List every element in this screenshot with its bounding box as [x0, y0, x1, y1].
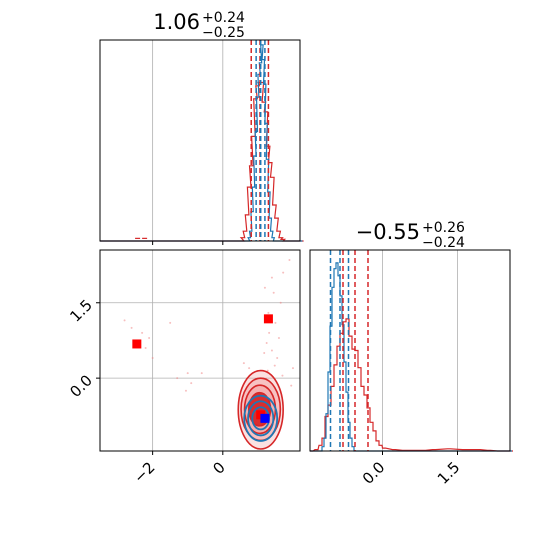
param1-title: 1.06 [153, 10, 200, 34]
joint-sample-point [277, 336, 280, 339]
joint-y-tick-label: 0.0 [66, 371, 96, 401]
joint-sample-point [184, 389, 187, 392]
panel-param2-hist: 0.0 1.5 −0.55 +0.26 −0.24 [309, 220, 513, 488]
joint-sample-point [148, 336, 151, 339]
joint-sample-point [274, 321, 277, 324]
joint-sample-point [263, 286, 266, 289]
joint-sample-point [268, 331, 271, 334]
joint-sample-point [288, 259, 291, 262]
joint-sample-point [279, 301, 282, 304]
param1-title-plus: +0.24 [202, 10, 245, 26]
joint-sample-point [242, 362, 245, 365]
joint-sample-point [151, 357, 154, 360]
param2-tick-label: 1.5 [434, 458, 464, 488]
joint-sample-point [263, 352, 266, 355]
joint-sample-point [190, 382, 193, 385]
joint-sample-point [169, 321, 172, 324]
joint-sample-point [123, 319, 126, 322]
param2-title-plus: +0.26 [422, 220, 465, 236]
joint-sample-point [266, 369, 269, 372]
panel-param1-hist: 1.06 +0.24 −0.25 [99, 10, 304, 245]
joint-sample-point [265, 341, 268, 344]
joint-sample-point [273, 364, 276, 367]
param2-tick-label: 0.0 [359, 458, 389, 488]
param2-title-minus: −0.24 [422, 235, 465, 251]
joint-red-contour [237, 369, 284, 450]
joint-sample-point [291, 367, 294, 370]
joint-x-tick-label: −2 [130, 458, 158, 486]
panel-param2-frame [309, 249, 511, 452]
blue-square-marker [260, 413, 270, 423]
joint-x-tick-label: 0 [209, 458, 228, 477]
param2-title: −0.55 [356, 220, 420, 244]
param1-red-histogram [100, 81, 304, 242]
joint-sample-point [282, 271, 285, 274]
joint-sample-point [176, 377, 179, 380]
joint-sample-point [281, 374, 284, 377]
red-square-marker [263, 314, 273, 324]
panel-joint-frame [99, 249, 301, 452]
joint-blue-contour [247, 400, 275, 437]
param1-title-minus: −0.25 [202, 25, 245, 41]
joint-sample-point [130, 326, 133, 329]
panel-param1-frame [99, 39, 301, 242]
joint-sample-point [141, 331, 144, 334]
red-square-marker [132, 339, 142, 349]
joint-sample-point [272, 291, 275, 294]
joint-sample-point [186, 372, 189, 375]
joint-sample-point [144, 346, 147, 349]
joint-blue-contour [243, 394, 279, 442]
joint-sample-point [267, 311, 270, 314]
panel-joint: −2 0 0.0 1.5 [66, 249, 301, 487]
joint-sample-point [248, 367, 251, 370]
joint-sample-point [270, 349, 273, 352]
joint-sample-point [200, 372, 203, 375]
joint-sample-point [290, 384, 293, 387]
joint-sample-point [270, 276, 273, 279]
param2-blue-histogram [310, 262, 512, 452]
joint-y-tick-label: 1.5 [66, 296, 96, 326]
param1-blue-histogram [100, 44, 303, 242]
joint-sample-point [276, 357, 279, 360]
